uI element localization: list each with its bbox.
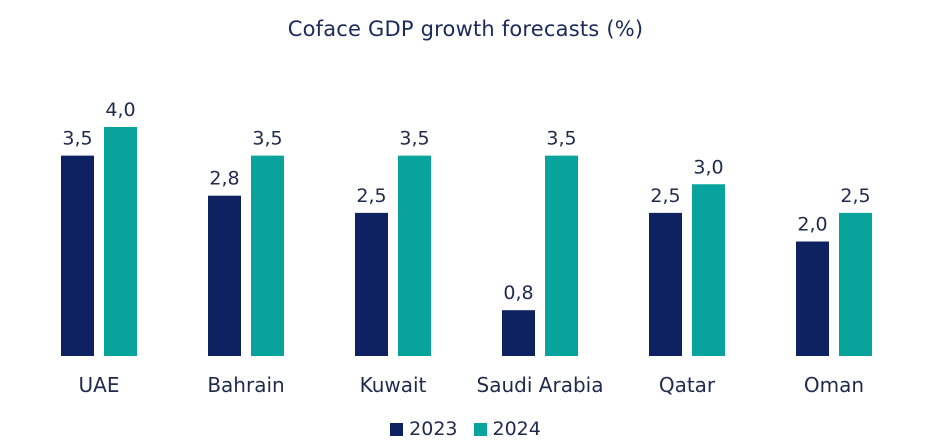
bar-2024-bahrain [251,155,284,356]
legend-item-2023: 2023 [390,418,458,440]
value-label-2024-bahrain: 3,5 [252,128,282,150]
value-label-2024-qatar: 3,0 [693,156,723,178]
legend-label-2024: 2024 [492,418,541,440]
category-label-kuwait: Kuwait [360,373,427,397]
value-labels-group: 3,5 4,0 2,8 3,5 2,5 3,5 0,8 3,5 2,5 3,0 2,0 2,5 [62,99,870,304]
category-label-qatar: Qatar [659,373,716,397]
category-label-bahrain: Bahrain [207,373,284,397]
category-label-uae: UAE [79,373,120,397]
legend-label-2023: 2023 [409,418,458,440]
bar-2024-uae [104,127,137,356]
bar-2023-bahrain [208,195,241,356]
category-label-oman: Oman [804,373,864,397]
value-label-2024-saudi-arabia: 3,5 [546,128,576,150]
bar-2024-qatar [692,184,725,356]
bar-2024-saudi-arabia [545,155,578,356]
bar-2024-oman [839,212,872,356]
chart-title: Coface GDP growth forecasts (%) [287,17,644,41]
value-label-2023-saudi-arabia: 0,8 [503,282,533,304]
value-label-2024-oman: 2,5 [840,185,870,207]
bar-2024-kuwait [398,155,431,356]
value-label-2023-bahrain: 2,8 [209,168,239,190]
legend-swatch-2023 [390,422,404,436]
bar-2023-oman [796,241,829,356]
category-labels-group: UAE Bahrain Kuwait Saudi Arabia Qatar Oman [79,373,865,397]
value-label-2023-kuwait: 2,5 [356,185,386,207]
value-label-2024-kuwait: 3,5 [399,128,429,150]
category-label-saudi-arabia: Saudi Arabia [477,373,604,397]
bar-2023-qatar [649,212,682,356]
bar-2023-uae [61,155,94,356]
legend-item-2024: 2024 [473,418,541,440]
bars-group [61,127,872,356]
legend: 2023 2024 [0,418,931,440]
legend-swatch-2024 [473,422,487,436]
value-label-2023-qatar: 2,5 [650,185,680,207]
value-label-2023-uae: 3,5 [62,128,92,150]
bar-2023-kuwait [355,212,388,356]
bar-2023-saudi-arabia [502,310,535,356]
value-label-2024-uae: 4,0 [105,99,135,121]
value-label-2023-oman: 2,0 [797,214,827,236]
